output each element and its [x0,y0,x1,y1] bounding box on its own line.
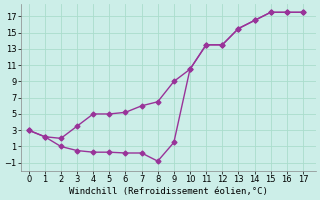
X-axis label: Windchill (Refroidissement éolien,°C): Windchill (Refroidissement éolien,°C) [69,187,268,196]
